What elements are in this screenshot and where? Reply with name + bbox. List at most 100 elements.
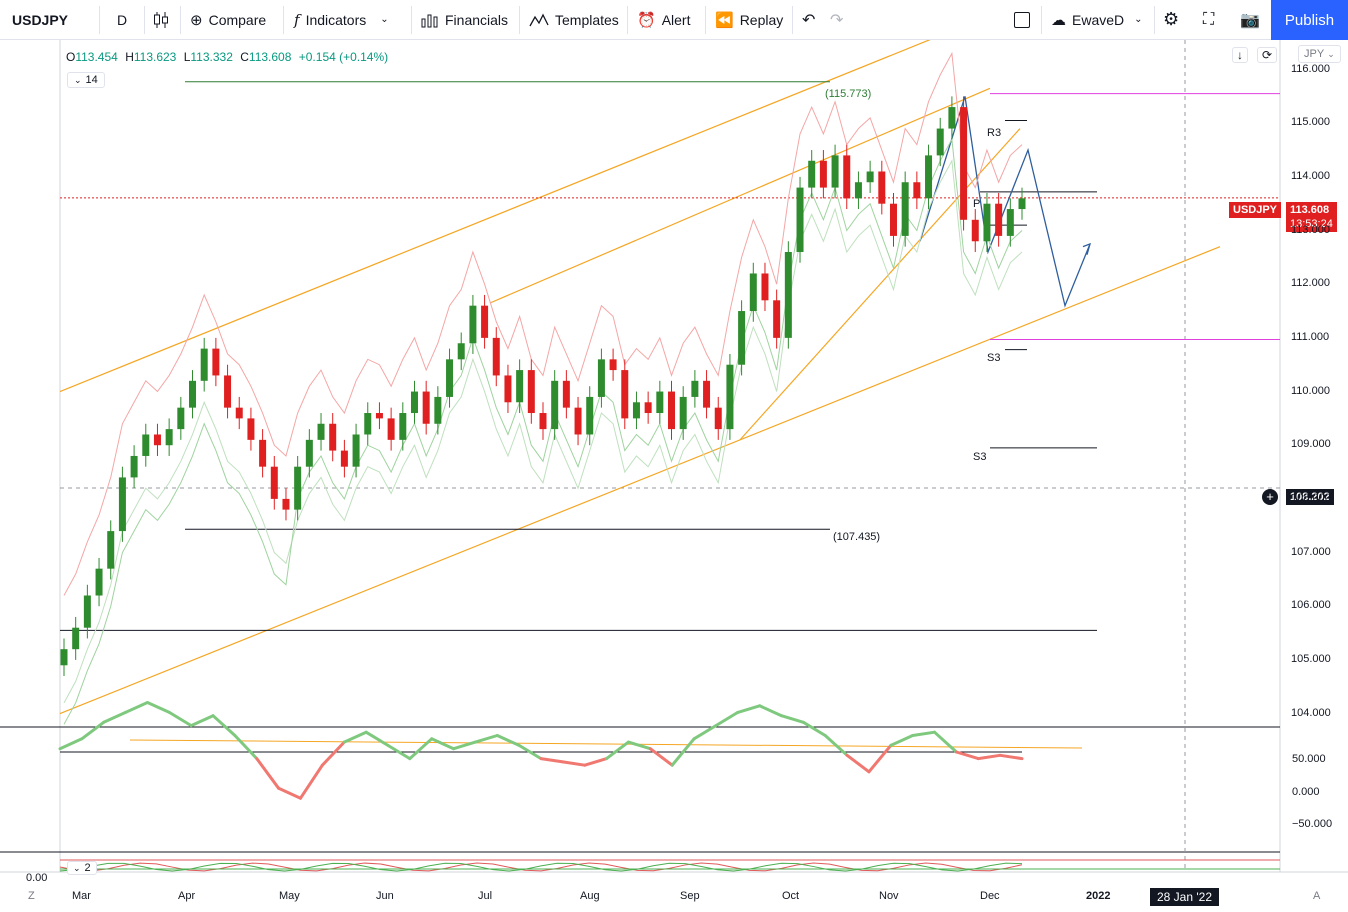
indicator-param-toggle[interactable]: ⌄ 14 bbox=[67, 72, 105, 88]
candle bbox=[107, 531, 115, 569]
trend-support-line bbox=[739, 128, 1021, 441]
osc-segment bbox=[933, 730, 958, 754]
osc-segment bbox=[124, 701, 149, 714]
toolbar-divider bbox=[519, 6, 520, 34]
osc-segment bbox=[648, 747, 674, 767]
toolbar-divider bbox=[283, 6, 284, 34]
candle bbox=[843, 155, 851, 199]
candle bbox=[492, 337, 500, 376]
time-tick-label: 2022 bbox=[1086, 890, 1111, 902]
osc-segment bbox=[473, 734, 499, 744]
time-tick-label: Jul bbox=[478, 890, 493, 902]
price-tick-label: 116.000 bbox=[1291, 62, 1330, 75]
candle bbox=[60, 649, 68, 666]
toolbar-divider bbox=[705, 6, 706, 34]
financials-button[interactable]: Financials bbox=[421, 0, 508, 39]
candle bbox=[305, 439, 313, 467]
osc-segment bbox=[364, 730, 390, 747]
time-tick-label: May bbox=[279, 890, 300, 902]
settings-button[interactable]: ⚙ bbox=[1163, 0, 1179, 39]
alert-button[interactable]: ⏰ Alert bbox=[637, 0, 690, 39]
redo-icon: ↷ bbox=[830, 11, 844, 29]
interval-label: D bbox=[117, 11, 128, 28]
undo-icon: ↶ bbox=[802, 11, 816, 29]
osc-segment bbox=[189, 714, 215, 728]
osc-segment bbox=[736, 704, 762, 714]
symbol-search-button[interactable]: USDJPY bbox=[12, 0, 68, 39]
channel-lower-line bbox=[59, 246, 1221, 715]
osc-divergence-line bbox=[129, 739, 1083, 749]
chevron-down-icon: ⌄ bbox=[1327, 49, 1335, 59]
refresh-button[interactable]: ⟳ bbox=[1257, 47, 1278, 63]
upper-band-line bbox=[63, 51, 1023, 596]
low-value: 113.332 bbox=[190, 50, 233, 64]
ohlc-legend: O113.454 H113.623 L113.332 C113.608 +0.1… bbox=[66, 50, 392, 64]
candle bbox=[644, 402, 652, 414]
layout-button[interactable] bbox=[1014, 0, 1030, 39]
wave-arrow-head bbox=[1082, 242, 1091, 255]
templates-button[interactable]: Templates bbox=[529, 0, 619, 39]
currency-selector[interactable]: JPY ⌄ bbox=[1298, 45, 1341, 63]
moving-average-line bbox=[63, 137, 1023, 725]
price-tick-label: 111.000 bbox=[1291, 330, 1330, 343]
candle bbox=[889, 203, 897, 236]
open-label: O bbox=[66, 50, 76, 64]
toolbar-divider bbox=[99, 6, 100, 34]
layout-name-button[interactable]: ☁ EwaveD ⌄ bbox=[1051, 0, 1143, 39]
replay-label: Replay bbox=[739, 11, 784, 28]
osc-axis-neg50: −50.000 bbox=[1292, 818, 1333, 830]
replay-button[interactable]: ⏪ Replay bbox=[715, 0, 783, 39]
add-level-button[interactable]: + bbox=[1262, 489, 1278, 505]
redo-button[interactable]: ↷ bbox=[830, 0, 843, 39]
candle bbox=[656, 391, 664, 414]
fullscreen-button[interactable]: ⛶ bbox=[1203, 0, 1214, 39]
candle bbox=[340, 450, 348, 467]
publish-button[interactable]: Publish bbox=[1271, 0, 1348, 40]
bar-chart-icon bbox=[421, 14, 438, 27]
s3-lower-label: S3 bbox=[973, 451, 987, 463]
open-value: 113.454 bbox=[75, 50, 118, 64]
snapshot-button[interactable]: 📷 bbox=[1240, 0, 1260, 39]
indicators-button[interactable]: f Indicators ⌄ bbox=[294, 0, 389, 39]
channel-mid-line bbox=[489, 87, 991, 304]
financials-label: Financials bbox=[445, 11, 509, 28]
osc-segment bbox=[889, 734, 915, 747]
price-tick-label: 110.000 bbox=[1291, 384, 1330, 397]
interval-button[interactable]: D bbox=[117, 0, 127, 39]
chart-type-button[interactable] bbox=[153, 0, 169, 39]
osc-segment bbox=[145, 701, 171, 714]
auto-scale-button[interactable]: A bbox=[1313, 890, 1321, 902]
osc-segment bbox=[386, 743, 412, 761]
candle bbox=[960, 107, 968, 220]
candle bbox=[142, 434, 150, 456]
scroll-down-button[interactable]: ↓ bbox=[1232, 47, 1248, 63]
time-tick-label: Nov bbox=[879, 890, 899, 902]
candle bbox=[83, 595, 91, 628]
candle-series bbox=[60, 96, 1026, 677]
time-tick-label: Mar bbox=[72, 890, 91, 902]
osc-segment bbox=[430, 737, 456, 751]
compare-button[interactable]: ⊕ Compare bbox=[190, 0, 266, 39]
candle bbox=[364, 413, 372, 435]
osc-segment bbox=[233, 734, 259, 761]
price-tick-label: 104.000 bbox=[1291, 706, 1331, 719]
candle bbox=[878, 171, 886, 204]
osc-param-label: 2 bbox=[84, 862, 91, 874]
candle bbox=[948, 107, 956, 129]
templates-label: Templates bbox=[555, 11, 619, 28]
candle bbox=[504, 375, 512, 403]
candle bbox=[773, 300, 781, 338]
price-tick-label: 114.000 bbox=[1291, 169, 1330, 182]
crosshair-date-tag: 28 Jan '22 bbox=[1150, 888, 1220, 906]
layout-name-label: EwaveD bbox=[1072, 11, 1125, 28]
time-tick-label: Dec bbox=[980, 890, 1000, 902]
candle bbox=[200, 348, 208, 381]
osc-segment bbox=[845, 753, 871, 774]
low-label: L bbox=[183, 50, 191, 64]
osc-param-toggle[interactable]: ⌄ 2 bbox=[67, 861, 97, 875]
candle bbox=[597, 359, 605, 397]
price-chart[interactable] bbox=[0, 40, 1348, 912]
candle bbox=[668, 391, 676, 430]
zoom-z-button[interactable]: Z bbox=[28, 890, 35, 902]
undo-button[interactable]: ↶ bbox=[802, 0, 815, 39]
